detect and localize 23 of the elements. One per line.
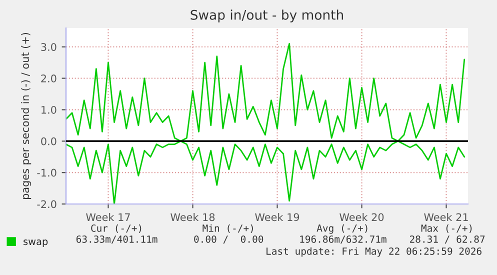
legend-label: swap [24,240,48,247]
text: Avg (-/+) [316,224,368,234]
x-tick-label: Week 17 [86,213,130,222]
chart-title: Swap in/out - by month [190,10,344,22]
y-axis-title: pages per second in (-) / out (+) [21,32,32,199]
text: Max (-/+) [421,224,472,233]
y-tick-label: 1.0 [42,106,56,114]
x-tick-label: Week 18 [170,213,215,222]
y-tick-label: 0.0 [41,137,56,146]
x-tick-label: Week 21 [424,213,468,222]
x-tick-label: Week 19 [255,213,300,222]
text: Last update: Fri May 22 06:25:59 2026 [266,247,482,257]
text: Cur (-/+) [91,224,142,233]
y-tick-label: 3.0 [41,43,56,51]
text: 0.00 / 0.00 [194,235,264,244]
text: Min (-/+) [202,224,253,233]
y-tick-label: 2.0 [41,74,56,82]
x-tick-label: Week 20 [340,213,384,222]
text: 196.86m/632.71m [300,235,386,244]
text: 63.33m/401.11m [76,235,158,244]
text: 28.31 / 62.87 [410,235,485,244]
y-tick-label: -1.0 [37,168,56,177]
y-tick-label: -2.0 [37,200,56,208]
